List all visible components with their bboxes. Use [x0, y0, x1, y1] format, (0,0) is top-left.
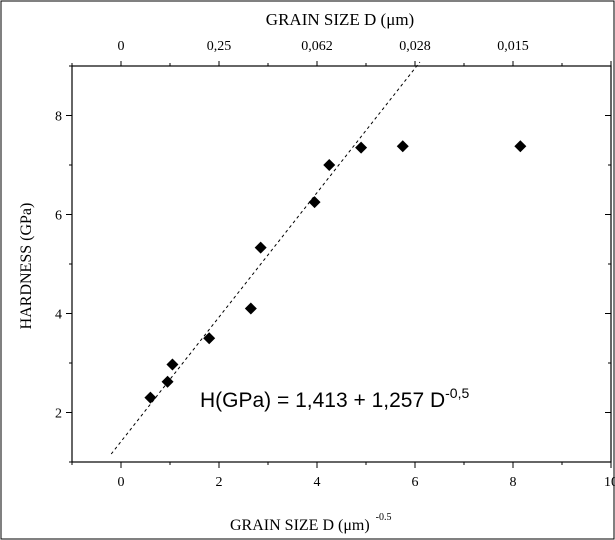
x-tick-label: 10: [604, 475, 615, 490]
data-point: [514, 140, 527, 153]
y-tick-label: 8: [55, 110, 62, 125]
x-tick-label: 2: [216, 475, 223, 490]
x-tick-label: 0: [118, 475, 125, 490]
y-axis-title: HARDNESS (GPa): [18, 203, 35, 330]
x-tick-label: 4: [314, 475, 321, 490]
fit-equation: H(GPa) = 1,413 + 1,257 D-0,5: [200, 385, 469, 412]
data-point: [396, 140, 409, 153]
data-point: [203, 332, 216, 345]
top-tick-label: 0,062: [301, 39, 333, 54]
x-axis-title-exponent: -0.5: [376, 512, 392, 523]
fit-equation-text: H(GPa) = 1,413 + 1,257 D: [200, 389, 445, 412]
data-point: [166, 358, 179, 371]
data-point: [244, 302, 257, 315]
y-tick-label: 2: [55, 407, 62, 422]
data-point: [323, 159, 336, 171]
fit-equation-exponent: -0,5: [445, 385, 469, 401]
x-axis-title: GRAIN SIZE D (μm) -0.5: [230, 512, 392, 534]
y-tick-label: 4: [55, 308, 62, 323]
data-point: [161, 375, 174, 388]
top-tick-label: 0,25: [207, 39, 232, 54]
y-tick-label: 6: [55, 209, 62, 224]
data-point: [308, 196, 321, 209]
top-tick-label: 0,028: [399, 39, 431, 54]
fit-line: [110, 61, 421, 455]
data-point: [355, 141, 368, 154]
x-tick-label: 8: [510, 475, 517, 490]
top-tick-label: 0,015: [497, 39, 529, 54]
x-tick-label: 6: [412, 475, 419, 490]
top-axis-title: GRAIN SIZE D (μm): [266, 10, 414, 29]
data-point: [254, 241, 267, 254]
data-point: [144, 391, 157, 404]
x-axis-title-text: GRAIN SIZE D (μm): [230, 517, 370, 534]
plot-layer: 0 2 4 6 8 10 0 0,25 0,062 0,028 0,015 2 4 6 8: [55, 39, 615, 490]
top-tick-label: 0: [118, 39, 125, 54]
